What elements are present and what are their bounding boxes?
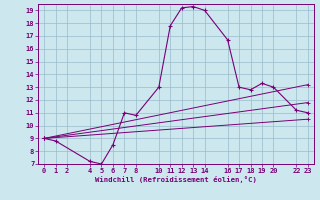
X-axis label: Windchill (Refroidissement éolien,°C): Windchill (Refroidissement éolien,°C): [95, 176, 257, 183]
